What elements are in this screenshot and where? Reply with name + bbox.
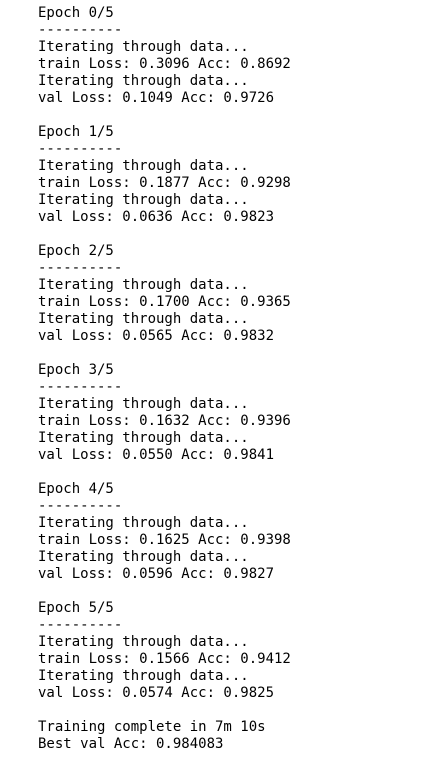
val-result-line: val Loss: 0.0574 Acc: 0.9825 xyxy=(38,685,275,701)
val-iterating-line: Iterating through data... xyxy=(38,668,249,684)
training-complete-line: Training complete in 7m 10s xyxy=(38,719,266,735)
train-iterating-line: Iterating through data... xyxy=(38,39,249,55)
blank-line xyxy=(38,345,433,362)
train-iterating-line: Iterating through data... xyxy=(38,515,249,531)
epoch-block: Epoch 2/5 ---------- Iterating through d… xyxy=(38,243,433,362)
epoch-header: Epoch 0/5 xyxy=(38,5,114,21)
epoch-block: Epoch 1/5 ---------- Iterating through d… xyxy=(38,124,433,243)
train-iterating-line: Iterating through data... xyxy=(38,277,249,293)
train-result-line: train Loss: 0.1625 Acc: 0.9398 xyxy=(38,532,291,548)
val-iterating-line: Iterating through data... xyxy=(38,73,249,89)
train-result-line: train Loss: 0.1566 Acc: 0.9412 xyxy=(38,651,291,667)
epoch-block: Epoch 4/5 ---------- Iterating through d… xyxy=(38,481,433,600)
epoch-separator: ---------- xyxy=(38,260,123,276)
epoch-block: Epoch 5/5 ---------- Iterating through d… xyxy=(38,600,433,719)
train-result-line: train Loss: 0.3096 Acc: 0.8692 xyxy=(38,56,291,72)
val-result-line: val Loss: 0.0550 Acc: 0.9841 xyxy=(38,447,275,463)
best-val-acc-line: Best val Acc: 0.984083 xyxy=(38,736,224,752)
val-iterating-line: Iterating through data... xyxy=(38,311,249,327)
train-iterating-line: Iterating through data... xyxy=(38,158,249,174)
train-result-line: train Loss: 0.1877 Acc: 0.9298 xyxy=(38,175,291,191)
train-result-line: train Loss: 0.1700 Acc: 0.9365 xyxy=(38,294,291,310)
val-result-line: val Loss: 0.0596 Acc: 0.9827 xyxy=(38,566,275,582)
blank-line xyxy=(38,702,433,719)
epoch-separator: ---------- xyxy=(38,617,123,633)
val-result-line: val Loss: 0.0565 Acc: 0.9832 xyxy=(38,328,275,344)
val-iterating-line: Iterating through data... xyxy=(38,192,249,208)
epoch-header: Epoch 5/5 xyxy=(38,600,114,616)
epoch-separator: ---------- xyxy=(38,379,123,395)
train-iterating-line: Iterating through data... xyxy=(38,396,249,412)
epoch-separator: ---------- xyxy=(38,22,123,38)
val-iterating-line: Iterating through data... xyxy=(38,549,249,565)
blank-line xyxy=(38,226,433,243)
epoch-separator: ---------- xyxy=(38,141,123,157)
epoch-header: Epoch 4/5 xyxy=(38,481,114,497)
training-summary: Training complete in 7m 10s Best val Acc… xyxy=(38,719,433,753)
val-result-line: val Loss: 0.1049 Acc: 0.9726 xyxy=(38,90,275,106)
train-result-line: train Loss: 0.1632 Acc: 0.9396 xyxy=(38,413,291,429)
val-result-line: val Loss: 0.0636 Acc: 0.9823 xyxy=(38,209,275,225)
epoch-header: Epoch 2/5 xyxy=(38,243,114,259)
cell-output: Epoch 0/5 ---------- Iterating through d… xyxy=(38,5,433,753)
epoch-header: Epoch 3/5 xyxy=(38,362,114,378)
epoch-separator: ---------- xyxy=(38,498,123,514)
epoch-block: Epoch 3/5 ---------- Iterating through d… xyxy=(38,362,433,481)
blank-line xyxy=(38,107,433,124)
epoch-block: Epoch 0/5 ---------- Iterating through d… xyxy=(38,5,433,124)
train-iterating-line: Iterating through data... xyxy=(38,634,249,650)
blank-line xyxy=(38,583,433,600)
epoch-header: Epoch 1/5 xyxy=(38,124,114,140)
blank-line xyxy=(38,464,433,481)
val-iterating-line: Iterating through data... xyxy=(38,430,249,446)
